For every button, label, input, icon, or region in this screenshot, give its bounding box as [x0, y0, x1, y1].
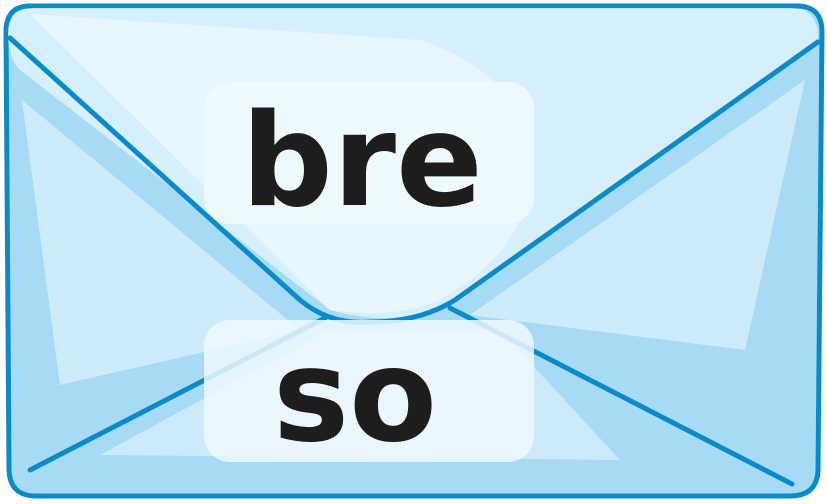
- envelope-right-panel: [470, 80, 805, 350]
- envelope-left-panel: [22, 100, 300, 385]
- top-label-background: [204, 82, 534, 224]
- top-syllable: bre: [241, 87, 483, 236]
- bottom-syllable: so: [273, 322, 437, 471]
- bottom-label-background: [204, 320, 534, 462]
